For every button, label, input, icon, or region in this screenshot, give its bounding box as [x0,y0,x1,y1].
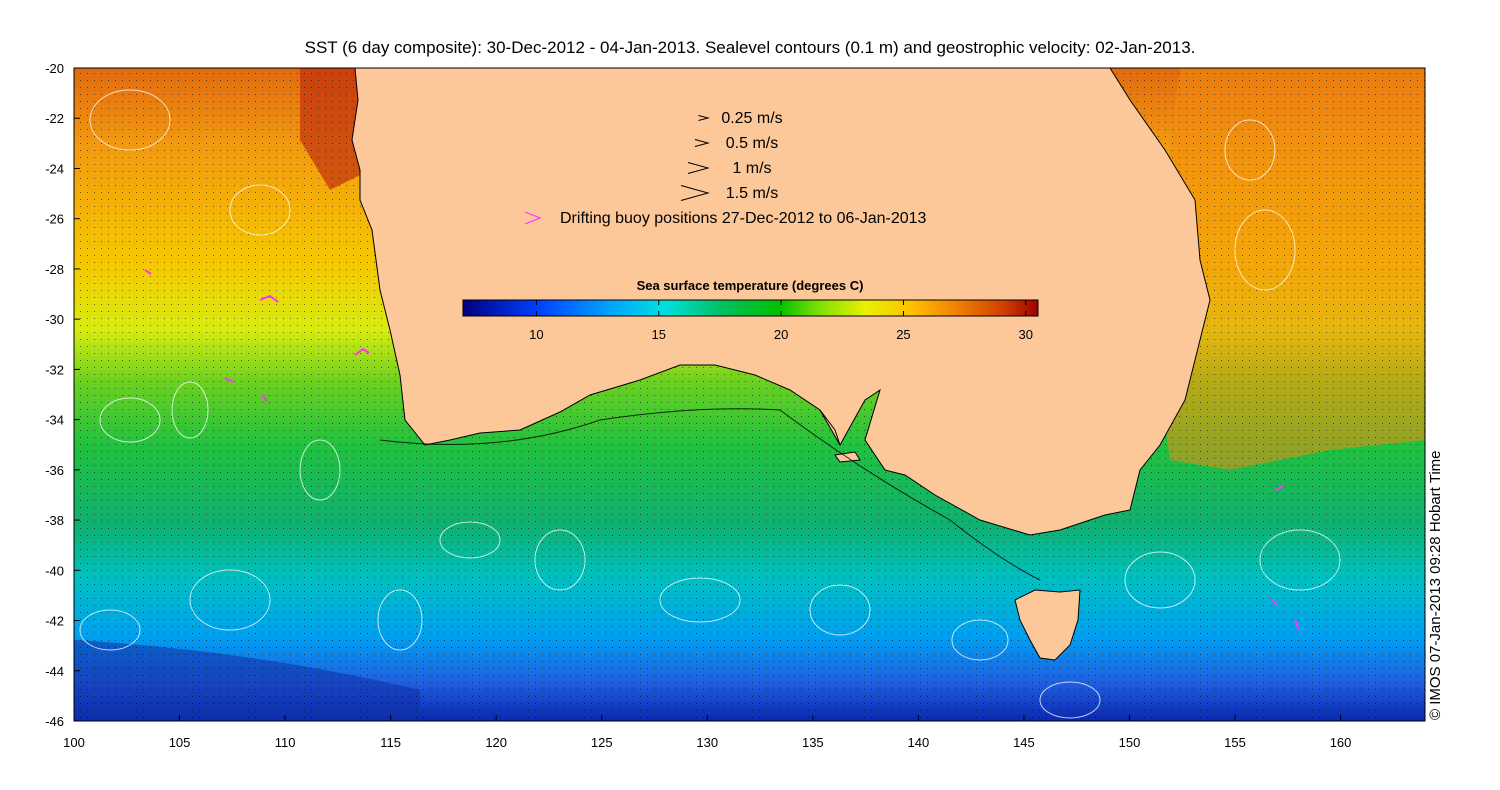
lat-tick-label: -32 [45,362,64,377]
lat-tick-label: -44 [45,664,64,679]
lat-tick-label: -38 [45,513,64,528]
lon-tick-label: 115 [380,735,401,750]
lon-tick-label: 160 [1330,735,1352,750]
lon-tick-label: 100 [63,735,85,750]
map-area [74,68,1425,721]
colorbar-tick-label: 15 [652,327,666,342]
longitude-axis: 100 105 110 115 120 125 130 135 140 145 150 155 160 [63,715,1351,750]
lat-tick-label: -34 [45,413,64,428]
lon-tick-label: 135 [802,735,824,750]
colorbar-title: Sea surface temperature (degrees C) [637,278,864,293]
lon-tick-label: 110 [275,735,296,750]
colorbar-tick-label: 10 [529,327,543,342]
buoy-legend: Drifting buoy positions 27-Dec-2012 to 0… [524,210,927,227]
lon-tick-label: 105 [169,735,191,750]
velocity-legend-label: 0.5 m/s [726,135,778,152]
velocity-legend: 0.25 m/s 0.5 m/s 1 m/s 1.5 m/s [680,110,783,202]
lat-tick-label: -26 [45,212,64,227]
lat-tick-label: -42 [45,614,64,629]
velocity-legend-label: 0.25 m/s [721,110,782,127]
velocity-legend-arrow [694,139,710,147]
colorbar-tick-label: 20 [774,327,788,342]
lat-tick-label: -40 [45,563,64,578]
sealevel-contours [79,89,1341,719]
buoy-legend-label: Drifting buoy positions 27-Dec-2012 to 0… [560,210,927,227]
lat-tick-label: -22 [45,111,64,126]
lat-tick-label: -24 [45,161,64,176]
colorbar-ticks: 10 15 20 25 30 [529,300,1033,342]
shelf-isobath [379,408,1041,581]
velocity-legend-label: 1 m/s [732,160,771,177]
latitude-axis: -20 -22 -24 -26 -28 -30 -32 -34 -36 -38 -40 -42 -44 -… [45,61,80,729]
lon-tick-label: 140 [908,735,930,750]
credit-text: © IMOS 07-Jan-2013 09:28 Hobart Time [1427,450,1444,720]
lat-tick-label: -30 [45,312,64,327]
lon-tick-label: 145 [1013,735,1035,750]
lat-tick-label: -28 [45,262,64,277]
lat-tick-label: -20 [45,61,64,76]
velocity-legend-arrow [680,185,710,201]
buoy-legend-symbol [524,211,542,225]
lon-tick-label: 125 [591,735,613,750]
colorbar: Sea surface temperature (degrees C) 10 15… [462,278,1039,342]
lon-tick-label: 130 [696,735,718,750]
lon-tick-label: 120 [485,735,507,750]
colorbar-tick-label: 30 [1019,327,1033,342]
colorbar-tick-label: 25 [896,327,910,342]
lat-tick-label: -36 [45,463,64,478]
lat-tick-label: -46 [45,714,64,729]
drifting-buoy-positions [144,269,1300,631]
velocity-legend-arrow [698,115,710,121]
map-frame [73,67,1426,722]
map-title: SST (6 day composite): 30-Dec-2012 - 04-… [304,38,1196,57]
velocity-legend-label: 1.5 m/s [726,185,778,202]
colorbar-gradient [462,299,1039,317]
velocity-legend-arrow [687,162,710,174]
tasmania-landmass [1014,589,1081,661]
lon-tick-label: 150 [1119,735,1141,750]
lon-tick-label: 155 [1224,735,1246,750]
